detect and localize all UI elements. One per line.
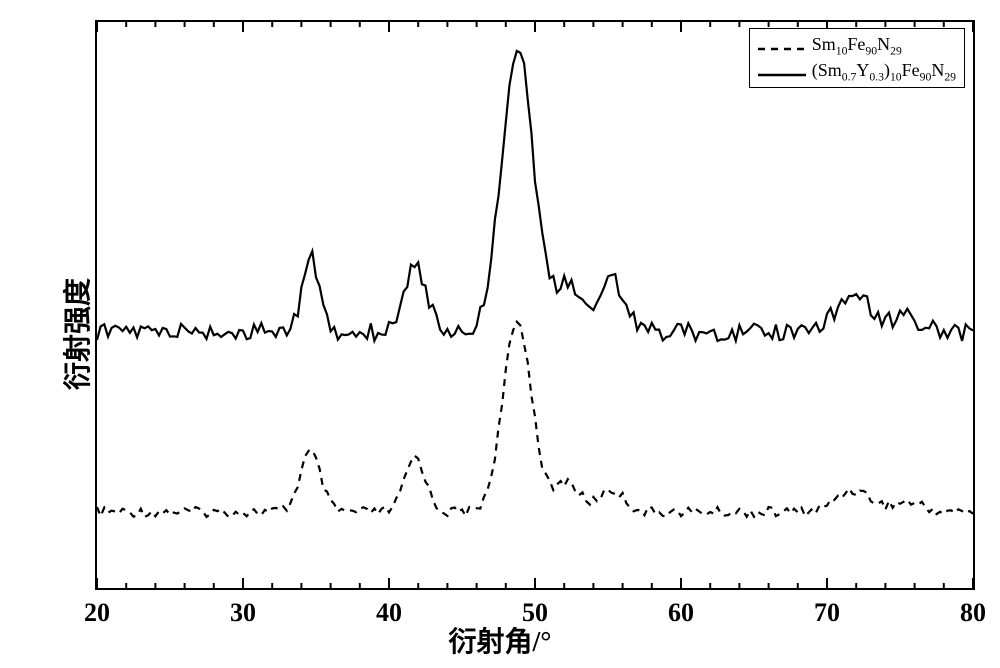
y-axis-label: 衍射强度 bbox=[56, 278, 96, 390]
x-tick-label: 80 bbox=[960, 598, 986, 628]
x-tick-label: 20 bbox=[84, 598, 110, 628]
legend-swatch-solid bbox=[758, 65, 806, 79]
series-Sm10Fe90N29 bbox=[97, 322, 973, 517]
x-tick-label: 40 bbox=[376, 598, 402, 628]
x-axis-label: 衍射角/° bbox=[449, 620, 552, 660]
legend-swatch-dashed bbox=[758, 39, 806, 53]
xrd-chart: 衍射强度 Sm10Fe90N29 (Sm0.7Y0.3)10Fe90N29 20… bbox=[0, 0, 1000, 668]
plot-area: Sm10Fe90N29 (Sm0.7Y0.3)10Fe90N29 bbox=[95, 20, 975, 590]
x-tick-label: 70 bbox=[814, 598, 840, 628]
legend-entry-dashed: Sm10Fe90N29 bbox=[758, 33, 956, 59]
series-svg bbox=[97, 22, 973, 588]
x-tick-label: 60 bbox=[668, 598, 694, 628]
x-tick-label: 30 bbox=[230, 598, 256, 628]
legend-label-0: Sm10Fe90N29 bbox=[812, 33, 902, 59]
legend-entry-solid: (Sm0.7Y0.3)10Fe90N29 bbox=[758, 59, 956, 85]
legend: Sm10Fe90N29 (Sm0.7Y0.3)10Fe90N29 bbox=[749, 28, 965, 88]
series-(Sm0.7Y0.3)10Fe90N29 bbox=[97, 51, 973, 341]
legend-label-1: (Sm0.7Y0.3)10Fe90N29 bbox=[812, 59, 956, 85]
